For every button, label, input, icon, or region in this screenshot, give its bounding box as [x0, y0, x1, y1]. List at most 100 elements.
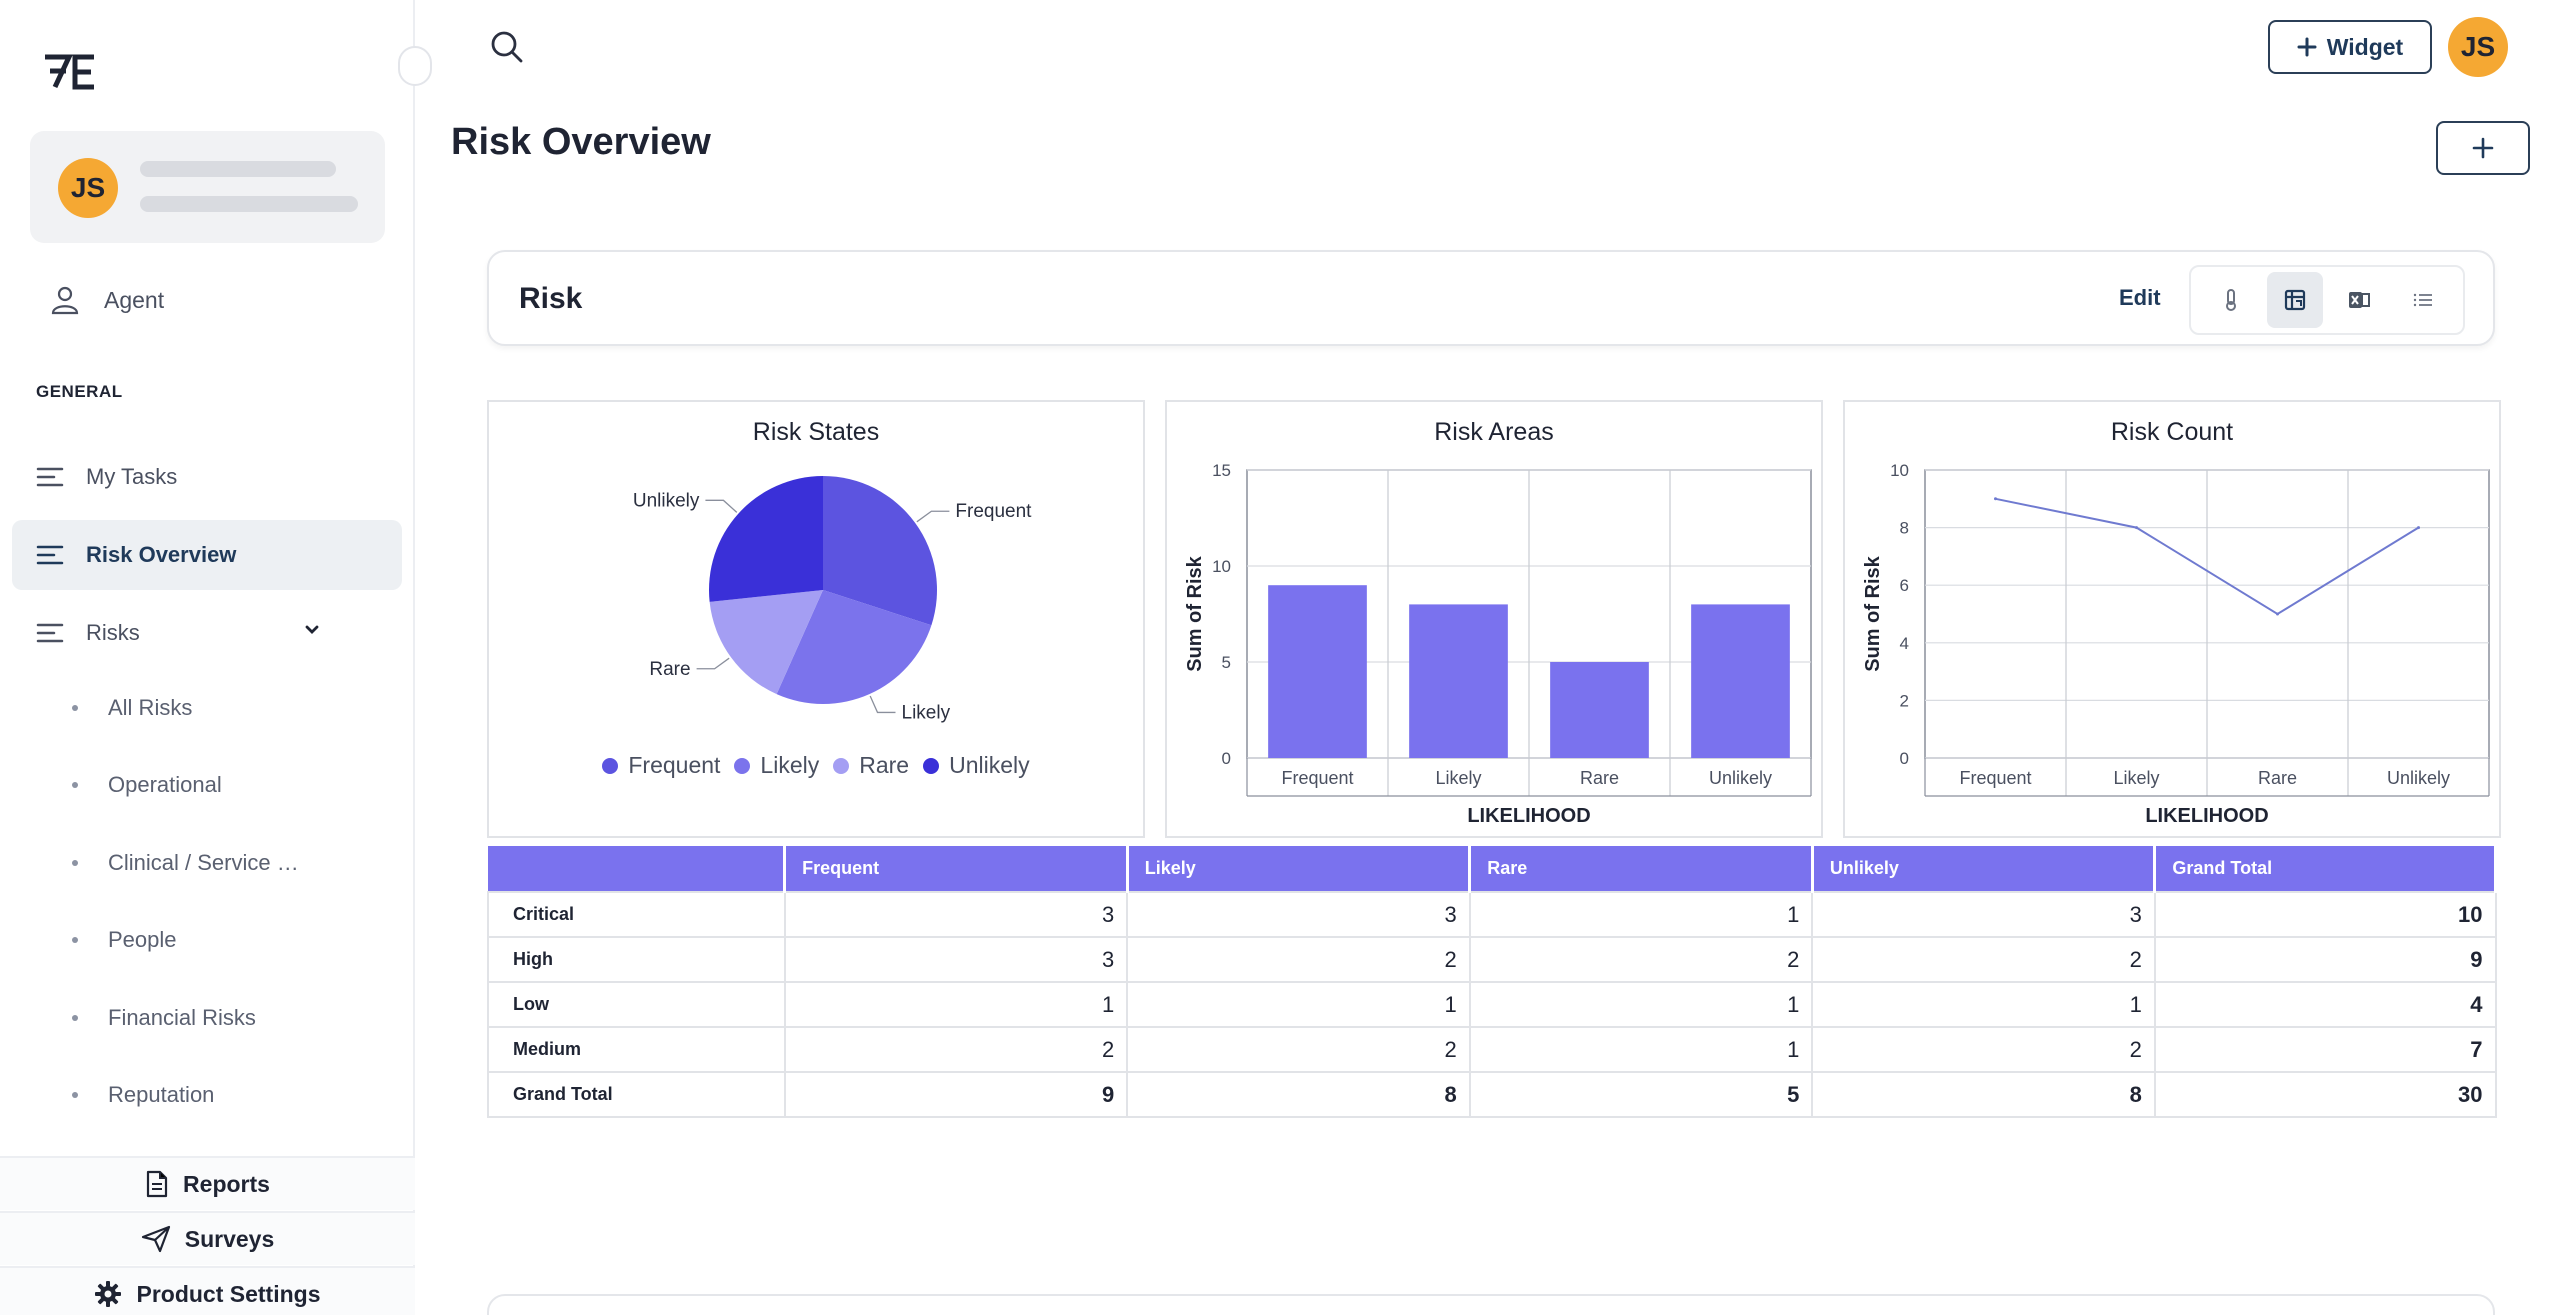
document-icon [146, 1170, 168, 1198]
company-logo[interactable] [42, 52, 98, 92]
line-point-frequent [1994, 497, 1997, 501]
pie-leader-line [705, 499, 738, 513]
section-heading-general: GENERAL [36, 382, 123, 401]
pivot-view-button[interactable] [2267, 272, 2323, 328]
x-axis-label: LIKELIHOOD [1467, 805, 1590, 827]
bar-frequent [1268, 585, 1367, 758]
y-tick-label: 0 [1222, 749, 1231, 768]
chart-view-button[interactable] [2203, 272, 2259, 328]
legend-item-unlikely[interactable]: Unlikely [923, 752, 1030, 779]
plus-icon [2472, 137, 2494, 159]
list-view-button[interactable] [2395, 272, 2451, 328]
table-cell: 10 [2153, 891, 2497, 938]
bar-chart: 0 5 10 15 Frequent Likely Rare Unlikely LIKELIHO… [1184, 461, 1812, 827]
x-tick-label: Unlikely [1709, 768, 1772, 788]
user-profile-card[interactable]: JS [30, 131, 385, 243]
user-avatar[interactable]: JS [2448, 17, 2508, 77]
widget-button-label: Widget [2326, 33, 2404, 60]
add-button[interactable] [2436, 121, 2530, 175]
sidebar-item-label: Risks [86, 620, 140, 645]
table-cell: 1 [1468, 981, 1814, 1028]
table-cell: 1 [1126, 981, 1471, 1028]
table-cell: 2 [1126, 936, 1471, 983]
chart-title: Risk States [752, 418, 880, 446]
pie-slice-label: Frequent [955, 501, 1032, 522]
agent-link[interactable]: Agent [50, 285, 164, 315]
row-label: Critical [487, 891, 786, 938]
row-label: Grand Total [487, 1071, 786, 1118]
table-cell: 2 [1811, 936, 2156, 983]
table-header-cell[interactable]: Rare [1469, 846, 1814, 892]
reports-button[interactable]: Reports [0, 1156, 415, 1210]
pie-slice-label: Unlikely [633, 490, 700, 511]
sidebar-subitem-clinical-service[interactable]: Clinical / Service … [72, 850, 299, 876]
legend-swatch [923, 757, 940, 774]
y-tick-label: 6 [1900, 576, 1909, 595]
sidebar-item-my-tasks[interactable]: My Tasks [12, 442, 402, 512]
table-cell: 30 [2153, 1071, 2497, 1118]
table-cell: 8 [1126, 1071, 1471, 1118]
table-header-cell[interactable]: Unlikely [1812, 846, 2157, 892]
table-cell: 3 [783, 936, 1129, 983]
plus-icon [2297, 37, 2317, 57]
legend-label: Rare [859, 752, 910, 778]
menu-lines-icon [36, 545, 64, 565]
edit-button[interactable]: Edit [2119, 285, 2161, 310]
sidebar-subitem-all-risks[interactable]: All Risks [72, 695, 192, 721]
y-tick-label: 4 [1900, 634, 1909, 653]
sidebar-collapse-handle[interactable] [398, 46, 432, 86]
x-axis-label: LIKELIHOOD [2145, 805, 2268, 827]
legend-item-frequent[interactable]: Frequent [602, 752, 720, 779]
sidebar: JS Agent GENERAL My Tasks Risk Overview … [0, 0, 415, 1315]
menu-lines-icon [36, 467, 64, 487]
table-header-cell[interactable]: Likely [1127, 846, 1472, 892]
chart-title: Risk Count [2110, 418, 2234, 446]
sidebar-subitem-reputation[interactable]: Reputation [72, 1082, 214, 1108]
pie-slice-unlikely [709, 476, 823, 602]
pie-slice-rare [709, 590, 823, 695]
legend-item-likely[interactable]: Likely [734, 752, 819, 779]
row-label: Medium [487, 1026, 786, 1073]
export-excel-button[interactable] [2331, 272, 2387, 328]
sidebar-item-label: Risk Overview [86, 542, 237, 567]
sidebar-subitem-label: All Risks [108, 695, 193, 720]
table-cell: 3 [783, 891, 1129, 938]
user-email-placeholder [140, 196, 358, 212]
sidebar-subitem-label: Clinical / Service … [108, 850, 299, 875]
chevron-down-icon[interactable] [302, 620, 322, 640]
table-header-row: Frequent Likely Rare Unlikely Grand Total [488, 846, 2497, 892]
avatar: JS [58, 158, 118, 218]
table-cell: 4 [2153, 981, 2497, 1028]
sidebar-item-risk-overview[interactable]: Risk Overview [12, 520, 402, 590]
sidebar-subitem-label: Financial Risks [108, 1005, 256, 1030]
line-point-rare [2276, 612, 2279, 616]
table-row: High 3 2 2 2 9 [487, 936, 2497, 983]
table-cell: 7 [2153, 1026, 2497, 1073]
view-toggle-group [2189, 265, 2465, 335]
sidebar-subitem-operational[interactable]: Operational [72, 772, 222, 798]
sidebar-subitem-people[interactable]: People [72, 927, 177, 953]
table-header-cell[interactable]: Frequent [784, 846, 1129, 892]
sidebar-item-risks[interactable]: Risks [12, 598, 402, 668]
add-widget-button[interactable]: Widget [2268, 20, 2432, 74]
table-header-cell[interactable] [488, 846, 787, 892]
sidebar-subitem-label: People [108, 927, 177, 952]
risk-widget-header: Risk Edit [487, 250, 2495, 346]
search-icon[interactable] [490, 30, 524, 69]
bar-likely [1409, 604, 1508, 758]
surveys-button[interactable]: Surveys [0, 1211, 415, 1265]
table-cell: 9 [2153, 936, 2497, 983]
sidebar-subitem-financial-risks[interactable]: Financial Risks [72, 1005, 256, 1031]
line-series [1995, 497, 2420, 616]
legend-label: Unlikely [949, 752, 1030, 778]
reports-label: Reports [183, 1170, 270, 1197]
table-row: Medium 2 2 1 2 7 [487, 1026, 2497, 1073]
sidebar-subitem-label: Operational [108, 772, 222, 797]
legend-item-rare[interactable]: Rare [833, 752, 909, 779]
x-tick-label: Likely [1435, 768, 1481, 788]
pie-leader-line [696, 657, 730, 670]
chart-legend: Frequent Likely Rare Unlikely [489, 752, 1143, 779]
table-cell: 1 [1468, 891, 1814, 938]
product-settings-button[interactable]: Product Settings [0, 1266, 415, 1315]
table-header-cell[interactable]: Grand Total [2154, 846, 2497, 892]
